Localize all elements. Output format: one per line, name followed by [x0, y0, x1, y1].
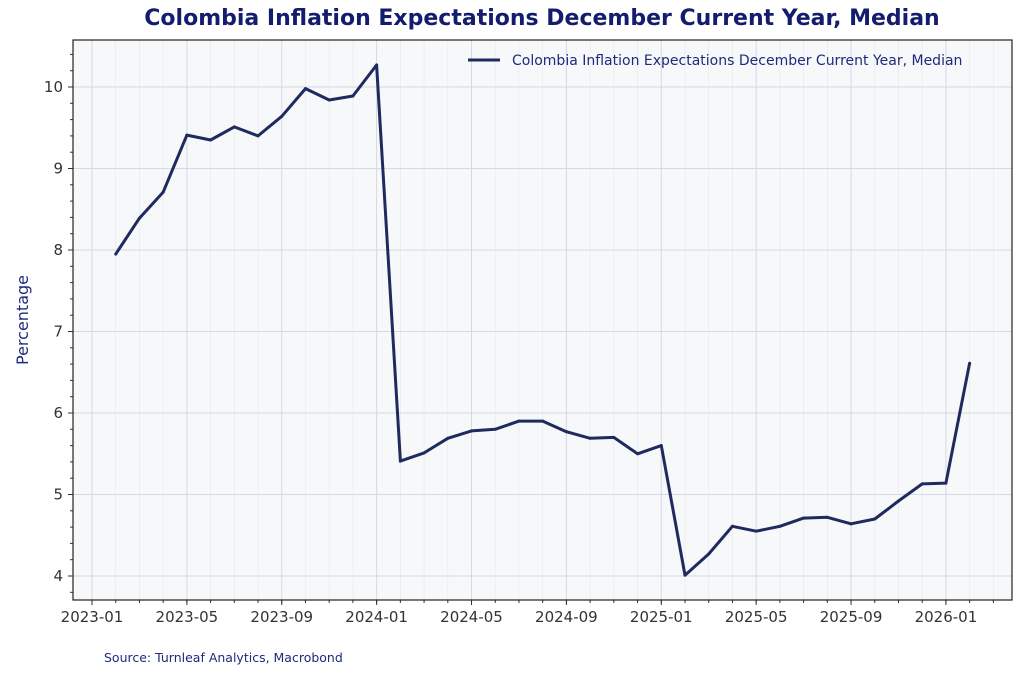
data-point [303, 87, 307, 91]
data-point [327, 98, 331, 102]
y-tick-label: 5 [53, 486, 63, 504]
data-point [185, 133, 189, 137]
data-point [351, 94, 355, 98]
data-point [493, 427, 497, 431]
x-tick-label: 2023-05 [156, 608, 219, 626]
data-point [825, 515, 829, 519]
data-point [541, 419, 545, 423]
data-point [920, 482, 924, 486]
y-tick-label: 9 [53, 160, 63, 178]
data-point [873, 517, 877, 521]
data-point [256, 134, 260, 138]
x-tick-label: 2024-01 [345, 608, 408, 626]
data-point [730, 524, 734, 528]
y-tick-label: 7 [53, 323, 63, 341]
data-point [470, 429, 474, 433]
x-tick-label: 2025-01 [630, 608, 693, 626]
y-tick-label: 10 [44, 78, 63, 96]
data-point [114, 252, 118, 256]
data-point [375, 63, 379, 67]
legend-label: Colombia Inflation Expectations December… [512, 53, 962, 69]
data-point [849, 522, 853, 526]
data-point [209, 138, 213, 142]
data-point [517, 419, 521, 423]
x-tick-label: 2023-09 [250, 608, 313, 626]
data-point [944, 481, 948, 485]
data-point [446, 436, 450, 440]
data-point [659, 444, 663, 448]
y-axis-label: Percentage [13, 275, 32, 365]
data-point [588, 436, 592, 440]
data-point [683, 573, 687, 577]
data-point [802, 516, 806, 520]
data-point [232, 125, 236, 129]
x-tick-label: 2025-05 [725, 608, 788, 626]
x-tick-label: 2026-01 [915, 608, 978, 626]
data-point [778, 524, 782, 528]
y-tick-label: 4 [53, 567, 63, 585]
data-point [754, 529, 758, 533]
x-tick-label: 2023-01 [61, 608, 124, 626]
x-tick-label: 2024-05 [440, 608, 503, 626]
data-point [398, 459, 402, 463]
source-note: Source: Turnleaf Analytics, Macrobond [104, 650, 343, 665]
chart-title: Colombia Inflation Expectations December… [144, 6, 940, 31]
data-point [137, 216, 141, 220]
plot-frame [72, 39, 1013, 601]
data-point [280, 114, 284, 118]
data-point [636, 452, 640, 456]
x-tick-label: 2025-09 [820, 608, 883, 626]
data-point [896, 499, 900, 503]
data-point [707, 552, 711, 556]
data-point [422, 451, 426, 455]
data-point [564, 430, 568, 434]
y-tick-label: 6 [53, 404, 63, 422]
data-point [161, 190, 165, 194]
y-tick-label: 8 [53, 241, 63, 259]
data-point [968, 361, 972, 365]
x-tick-label: 2024-09 [535, 608, 598, 626]
data-point [612, 435, 616, 439]
